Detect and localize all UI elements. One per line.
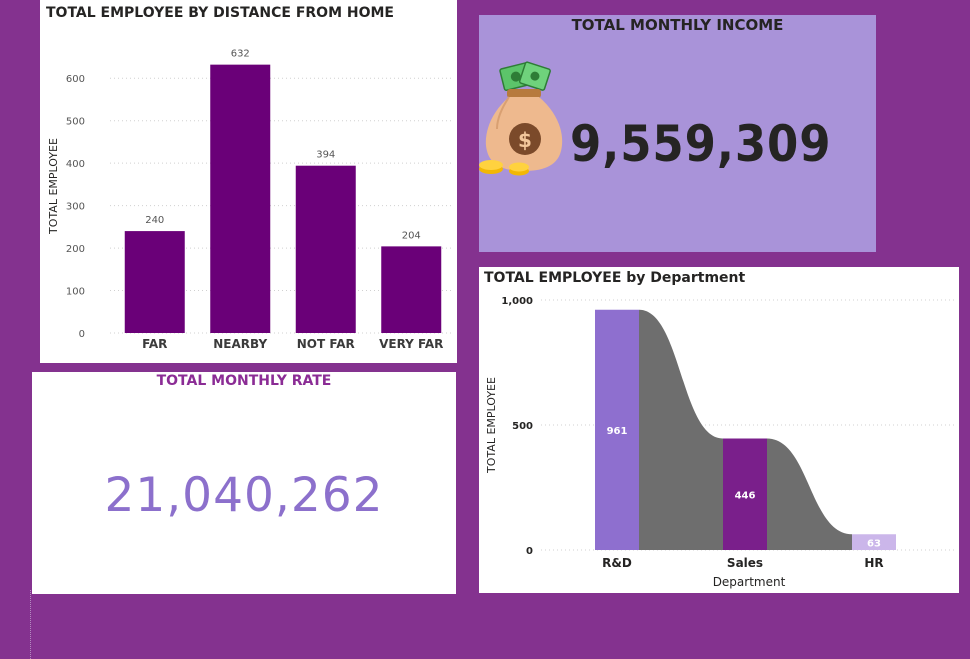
data-label: 240 <box>145 215 164 226</box>
data-label: 63 <box>867 538 881 549</box>
page-edge-guide <box>30 590 31 659</box>
bar <box>124 231 185 333</box>
y-tick-label: 200 <box>66 244 85 255</box>
y-tick-label: 600 <box>66 74 85 85</box>
data-label: 961 <box>607 426 628 437</box>
x-tick-label: NEARBY <box>213 337 267 351</box>
monthly-rate-title: TOTAL MONTHLY RATE <box>156 373 332 389</box>
bar <box>723 438 767 550</box>
x-tick-label: R&D <box>602 556 632 570</box>
y-tick-label: 500 <box>512 421 533 432</box>
distance-bar-chart: 0 100 200 300 400 500 600 TOTAL EMPLOYEE 240 FAR 6… <box>47 49 452 351</box>
x-tick-label: Sales <box>727 556 763 570</box>
bar <box>595 309 639 550</box>
monthly-income-title: TOTAL MONTHLY INCOME <box>571 16 784 34</box>
data-label: 204 <box>402 230 421 241</box>
y-tick-label: 500 <box>66 117 85 128</box>
monthly-income-card[interactable]: TOTAL MONTHLY INCOME $ 9,559,309 <box>479 15 876 252</box>
data-label: 394 <box>316 150 335 161</box>
y-axis-label: TOTAL EMPLOYEE <box>485 377 498 474</box>
y-tick-label: 400 <box>66 159 85 170</box>
money-bag-icon: $ <box>479 61 563 176</box>
ribbon-connector <box>639 309 723 550</box>
y-tick-label: 300 <box>66 202 85 213</box>
ribbon-connector <box>767 438 852 550</box>
bar <box>381 246 442 333</box>
distance-chart-card[interactable]: TOTAL EMPLOYEE BY DISTANCE FROM HOME 0 10… <box>40 0 457 363</box>
bar <box>852 534 896 550</box>
monthly-rate-card[interactable]: TOTAL MONTHLY RATE 21,040,262 <box>32 372 456 594</box>
data-label: 446 <box>735 490 756 501</box>
y-tick-label: 0 <box>526 546 533 557</box>
y-tick-label: 1,000 <box>501 296 533 307</box>
x-tick-label: VERY FAR <box>379 337 443 351</box>
distance-chart-title: TOTAL EMPLOYEE BY DISTANCE FROM HOME <box>46 5 394 21</box>
y-tick-label: 100 <box>66 287 85 298</box>
y-tick-label: 0 <box>79 329 85 340</box>
department-chart-card[interactable]: TOTAL EMPLOYEE by Department 0 500 1,000 TO… <box>479 267 959 593</box>
bar <box>210 64 271 334</box>
x-tick-label: NOT FAR <box>297 337 355 351</box>
x-tick-label: FAR <box>142 337 167 351</box>
monthly-income-value: 9,559,309 <box>570 115 832 173</box>
x-tick-label: HR <box>864 556 883 570</box>
department-chart-title: TOTAL EMPLOYEE by Department <box>484 270 746 286</box>
bar <box>295 165 356 333</box>
monthly-rate-value: 21,040,262 <box>104 468 384 523</box>
y-axis-label: TOTAL EMPLOYEE <box>47 138 60 235</box>
data-label: 632 <box>231 49 250 60</box>
department-ribbon-chart: 0 500 1,000 TOTAL EMPLOYEE Department 961 R&D 4… <box>485 296 954 589</box>
x-axis-label: Department <box>713 575 786 589</box>
svg-text:$: $ <box>518 128 532 152</box>
